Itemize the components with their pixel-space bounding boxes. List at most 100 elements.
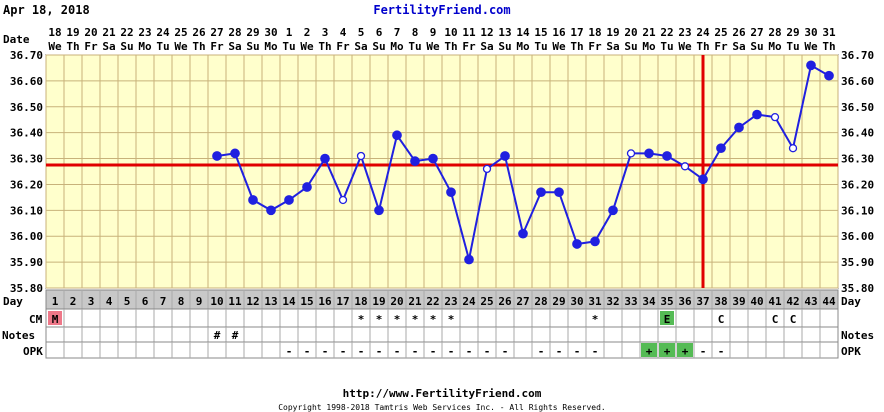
date-label: 25 xyxy=(174,26,187,39)
y-tick-label-left: 36.10 xyxy=(10,204,43,217)
date-label: 24 xyxy=(696,26,710,39)
date-label: 8 xyxy=(412,26,419,39)
weekday-label: Su xyxy=(750,40,763,53)
weekday-label: Sa xyxy=(228,40,241,53)
cycle-day-label: 22 xyxy=(426,295,439,308)
cm-marker: C xyxy=(790,313,797,326)
cycle-day-label: 4 xyxy=(106,295,113,308)
y-tick-label-left: 36.60 xyxy=(10,75,43,88)
weekday-label: Th xyxy=(696,40,709,53)
cycle-day-label: 31 xyxy=(588,295,602,308)
date-label: 12 xyxy=(480,26,493,39)
y-tick-label-left: 36.20 xyxy=(10,178,43,191)
date-label: 21 xyxy=(102,26,116,39)
date-label: 9 xyxy=(430,26,437,39)
cycle-day-label: 20 xyxy=(390,295,403,308)
weekday-label: Fr xyxy=(336,40,350,53)
cm-marker: * xyxy=(376,313,383,326)
weekday-label: Tu xyxy=(282,40,295,53)
temperature-point xyxy=(608,205,618,216)
date-label: 29 xyxy=(786,26,799,39)
opk-marker: - xyxy=(556,345,563,358)
opk-marker: - xyxy=(574,345,581,358)
temperature-point xyxy=(392,130,402,141)
weekday-label: Mo xyxy=(516,40,530,53)
weekday-label: Su xyxy=(498,40,511,53)
temperature-point xyxy=(212,151,222,161)
footer-copyright: Copyright 1998-2018 Tamtris Web Services… xyxy=(278,403,606,412)
y-tick-label-right: 36.40 xyxy=(841,127,874,140)
date-label: 30 xyxy=(804,26,817,39)
cycle-day-label: 29 xyxy=(552,295,565,308)
y-tick-label-right: 36.00 xyxy=(841,230,874,243)
weekday-label: Sa xyxy=(102,40,115,53)
weekday-label: Th xyxy=(192,40,205,53)
cycle-day-label: 44 xyxy=(822,295,836,308)
weekday-label: Sa xyxy=(480,40,493,53)
opk-positive-bg xyxy=(641,343,657,357)
date-label: 13 xyxy=(498,26,511,39)
temperature-point xyxy=(698,174,708,185)
cycle-day-label: 40 xyxy=(750,295,763,308)
cm-marker: * xyxy=(394,313,401,326)
opk-marker: - xyxy=(448,345,455,358)
cycle-day-label: 1 xyxy=(52,295,59,308)
opk-marker: - xyxy=(376,345,383,358)
date-label: 22 xyxy=(660,26,673,39)
cycle-day-label: 2 xyxy=(70,295,77,308)
weekday-label: Fr xyxy=(462,40,476,53)
cycle-day-label: 38 xyxy=(714,295,727,308)
cycle-day-label: 33 xyxy=(624,295,637,308)
weekday-label: Tu xyxy=(534,40,547,53)
data-rows: 1 2 3 4 5 6 7 8 9 10 11 12 13 14 15 16 17 18 19 20 21 22 23 24 2… xyxy=(45,289,839,359)
cycle-day-label: 27 xyxy=(516,295,529,308)
cycle-day-label: 23 xyxy=(444,295,457,308)
date-label: 4 xyxy=(340,26,347,39)
date-label: 19 xyxy=(66,26,79,39)
date-label: 26 xyxy=(732,26,746,39)
opk-marker: - xyxy=(394,345,401,358)
weekday-label: We xyxy=(426,40,440,53)
row-label-opk: OPK xyxy=(23,345,43,358)
row-label-day-right: Day xyxy=(841,295,861,308)
weekday-label: Th xyxy=(444,40,457,53)
date-label: 25 xyxy=(714,26,727,39)
cycle-day-label: 15 xyxy=(300,295,313,308)
opk-marker: - xyxy=(592,345,599,358)
opk-marker: - xyxy=(412,345,419,358)
plot-area: 36.70 36.70 36.60 36.60 36.50 36.50 36.40 36.40… xyxy=(10,26,874,295)
weekday-label: Mo xyxy=(138,40,152,53)
date-label: 7 xyxy=(394,26,401,39)
y-tick-label-left: 36.70 xyxy=(10,49,43,62)
temperature-point xyxy=(284,195,294,205)
temperature-point xyxy=(590,236,600,247)
weekday-label: Mo xyxy=(264,40,278,53)
weekday-label: Th xyxy=(66,40,79,53)
date-label: 22 xyxy=(120,26,133,39)
date-label: 29 xyxy=(246,26,259,39)
row-label-date: Date xyxy=(3,33,30,46)
y-tick-label-right: 36.50 xyxy=(841,101,874,114)
y-tick-label-right: 36.20 xyxy=(841,178,874,191)
cycle-day-label: 30 xyxy=(570,295,583,308)
cycle-day-label: 43 xyxy=(804,295,817,308)
opk-marker: - xyxy=(340,345,347,358)
opk-marker: - xyxy=(466,345,473,358)
cycle-day-label: 36 xyxy=(678,295,692,308)
opk-marker: + xyxy=(682,345,689,358)
temperature-point xyxy=(410,156,420,166)
cycle-day-label: 8 xyxy=(178,295,185,308)
opk-marker: - xyxy=(718,345,725,358)
date-label: 6 xyxy=(376,26,383,39)
opk-marker: - xyxy=(700,345,707,358)
header-site-link[interactable]: FertilityFriend.com xyxy=(373,3,510,17)
date-label: 11 xyxy=(462,26,476,39)
footer-url-link[interactable]: http://www.FertilityFriend.com xyxy=(343,387,542,400)
weekday-label: Fr xyxy=(84,40,98,53)
cycle-day-label: 14 xyxy=(282,295,296,308)
date-label: 20 xyxy=(624,26,637,39)
cycle-day-label: 3 xyxy=(88,295,95,308)
cycle-day-label: 12 xyxy=(246,295,259,308)
cm-marker: * xyxy=(358,313,365,326)
weekday-label: Sa xyxy=(354,40,367,53)
